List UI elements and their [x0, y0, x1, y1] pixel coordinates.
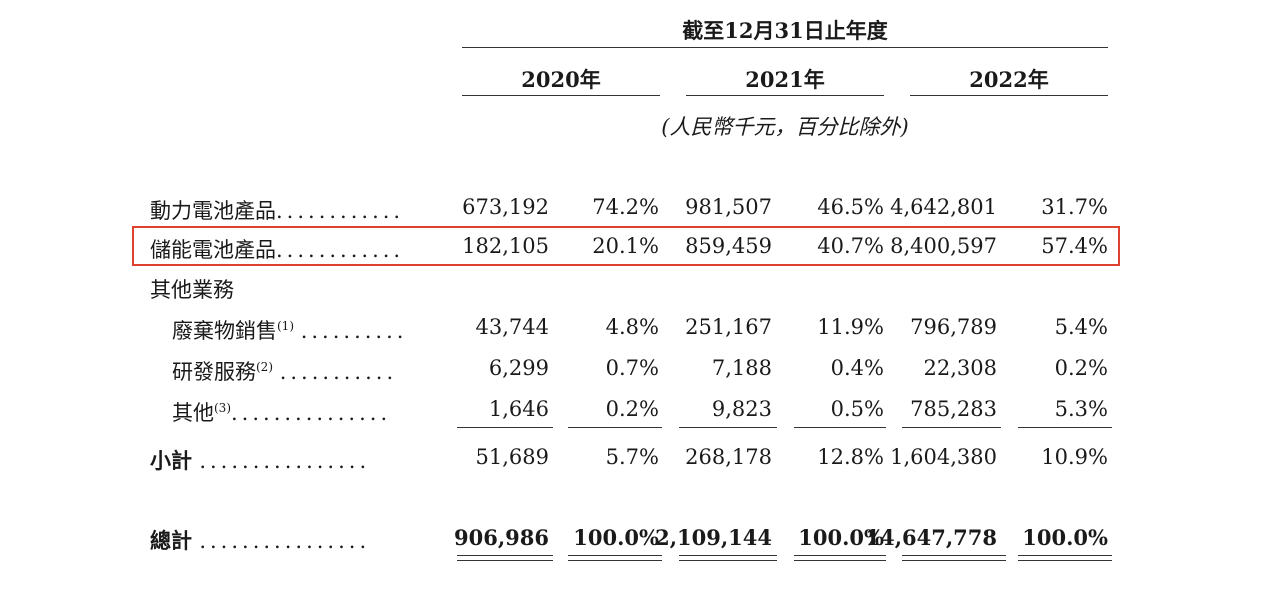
cell-2022-percent: 31.7%: [1041, 195, 1108, 219]
row-label: 其他(3)...............: [172, 401, 392, 425]
subtotal-rule: [794, 427, 886, 428]
cell-2021-amount: 268,178: [685, 445, 772, 469]
total-double-rule: [1018, 555, 1112, 561]
year-rule-2020: [462, 95, 660, 96]
cell-2020-percent: 4.8%: [605, 315, 659, 339]
cell-2022-amount: 22,308: [923, 356, 997, 380]
subtotal-row: 小計 ................ 51,689 5.7% 268,178 …: [0, 441, 1269, 475]
subtotal-rule: [679, 427, 777, 428]
cell-2021-amount: 859,459: [685, 234, 772, 258]
cell-2020-amount: 51,689: [475, 445, 549, 469]
cell-2020-percent: 0.7%: [605, 356, 659, 380]
cell-2021-percent: 40.7%: [817, 234, 884, 258]
footnote-marker: (3): [214, 401, 231, 415]
cell-2020-amount: 182,105: [462, 234, 549, 258]
total-double-rule: [902, 555, 1006, 561]
cell-2021-percent: 0.4%: [830, 356, 884, 380]
cell-2021-percent: 100.0%: [798, 525, 884, 550]
total-double-rule: [794, 555, 886, 561]
year-rule-2021: [686, 95, 884, 96]
cell-2022-amount: 785,283: [910, 397, 997, 421]
cell-2022-percent: 100.0%: [1022, 525, 1108, 550]
subtotal-rule: [457, 427, 553, 428]
subtotal-rule: [1018, 427, 1112, 428]
row-label: 總計 ................: [150, 528, 371, 553]
cell-2020-percent: 74.2%: [592, 195, 659, 219]
cell-2020-amount: 906,986: [454, 525, 549, 550]
section-header-row: 其他業務: [0, 270, 1269, 304]
cell-2021-percent: 11.9%: [817, 315, 884, 339]
subtotal-rule: [568, 427, 662, 428]
cell-2020-percent: 5.7%: [605, 445, 659, 469]
total-double-rule: [568, 555, 662, 561]
footnote-marker: (2): [256, 360, 273, 374]
cell-2020-percent: 20.1%: [592, 234, 659, 258]
cell-2021-percent: 12.8%: [817, 445, 884, 469]
cell-2020-amount: 6,299: [488, 356, 549, 380]
cell-2022-amount: 1,604,380: [890, 445, 997, 469]
cell-2022-amount: 14,647,778: [865, 525, 997, 550]
cell-2021-amount: 981,507: [685, 195, 772, 219]
row-label: 研發服務(2) ...........: [172, 360, 398, 384]
highlight-box: [132, 226, 1120, 266]
period-header: 截至12月31日止年度: [682, 18, 888, 43]
cell-2021-amount: 7,188: [711, 356, 772, 380]
table-row: 廢棄物銷售(1) .......... 43,744 4.8% 251,167 …: [0, 311, 1269, 345]
cell-2021-percent: 0.5%: [830, 397, 884, 421]
table-row: 其他(3)............... 1,646 0.2% 9,823 0.…: [0, 393, 1269, 427]
cell-2021-percent: 46.5%: [817, 195, 884, 219]
row-label: 儲能電池產品............: [150, 238, 405, 262]
header-rule: [462, 47, 1108, 48]
year-header-2021: 2021年: [745, 67, 825, 92]
cell-2022-percent: 10.9%: [1041, 445, 1108, 469]
row-label: 小計 ................: [150, 448, 371, 473]
footnote-marker: (1): [277, 319, 294, 333]
total-double-rule: [457, 555, 553, 561]
cell-2021-amount: 2,109,144: [655, 525, 772, 550]
cell-2022-percent: 5.4%: [1054, 315, 1108, 339]
total-row: 總計 ................ 906,986 100.0% 2,109…: [0, 521, 1269, 555]
cell-2022-percent: 5.3%: [1054, 397, 1108, 421]
cell-2022-amount: 4,642,801: [890, 195, 997, 219]
cell-2020-amount: 1,646: [488, 397, 549, 421]
total-double-rule: [679, 555, 777, 561]
cell-2022-percent: 0.2%: [1054, 356, 1108, 380]
row-label: 其他業務: [150, 278, 234, 302]
cell-2020-percent: 100.0%: [573, 525, 659, 550]
cell-2021-amount: 9,823: [711, 397, 772, 421]
year-header-2020: 2020年: [521, 67, 601, 92]
cell-2021-amount: 251,167: [685, 315, 772, 339]
year-header-2022: 2022年: [969, 67, 1049, 92]
cell-2020-amount: 673,192: [462, 195, 549, 219]
cell-2020-percent: 0.2%: [605, 397, 659, 421]
row-label: 動力電池產品............: [150, 199, 405, 223]
cell-2020-amount: 43,744: [475, 315, 549, 339]
row-label: 廢棄物銷售(1) ..........: [172, 319, 408, 343]
cell-2022-amount: 796,789: [910, 315, 997, 339]
subtotal-rule: [902, 427, 1001, 428]
year-rule-2022: [910, 95, 1108, 96]
unit-note: (人民幣千元，百分比除外): [661, 115, 909, 139]
table-row: 儲能電池產品............ 182,105 20.1% 859,459…: [0, 230, 1269, 264]
table-row: 研發服務(2) ........... 6,299 0.7% 7,188 0.4…: [0, 352, 1269, 386]
cell-2022-amount: 8,400,597: [890, 234, 997, 258]
table-row: 動力電池產品............ 673,192 74.2% 981,507…: [0, 191, 1269, 225]
cell-2022-percent: 57.4%: [1041, 234, 1108, 258]
